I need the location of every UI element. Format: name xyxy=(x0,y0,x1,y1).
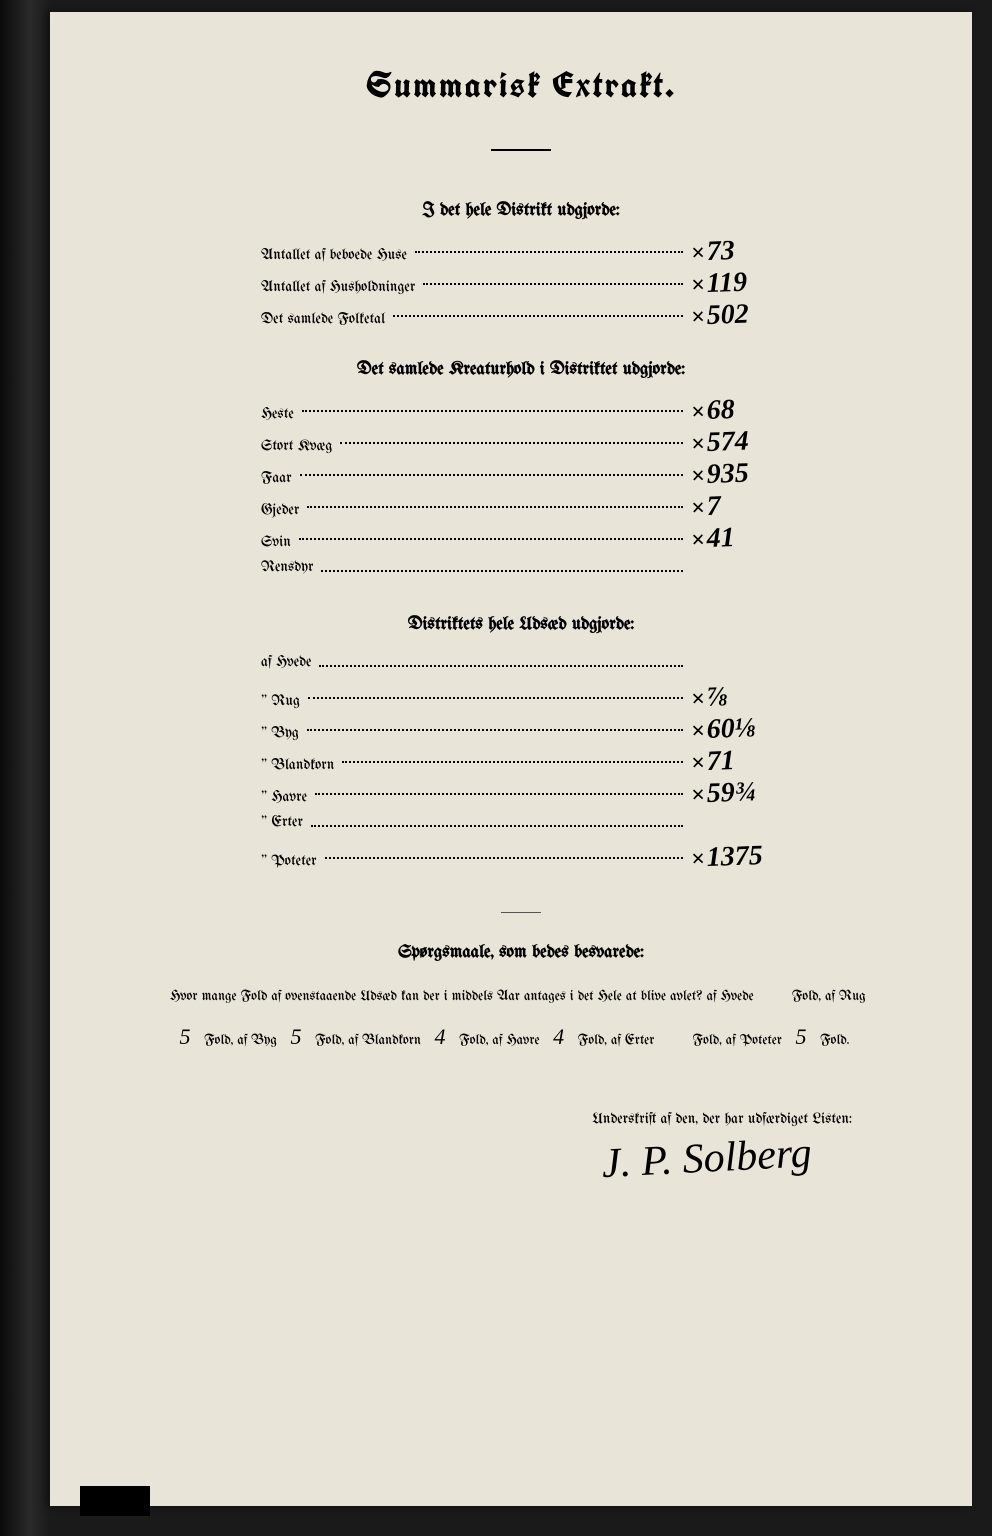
label-sheep: Faar xyxy=(261,470,292,486)
section2-header: Det samlede Kreaturhold i Distriktet udg… xyxy=(130,360,912,379)
row-mixedgrain: " Blandkorn 71 xyxy=(261,750,781,776)
row-sheep: Faar 935 xyxy=(261,463,781,489)
page-title: Summarisk Extrakt. xyxy=(130,62,912,109)
q-fold-byg: Fold, af Byg xyxy=(204,1033,277,1048)
q-fold-blandkorn: Fold, af Blandkorn xyxy=(315,1033,421,1048)
label-goats: Gjeder xyxy=(261,502,299,518)
value-rye: ⅞ xyxy=(691,684,782,710)
leader-dots xyxy=(302,409,683,412)
label-cattle: Stort Kvæg xyxy=(261,438,332,454)
value-reindeer xyxy=(691,569,781,572)
label-pigs: Svin xyxy=(261,534,291,550)
document-page: Summarisk Extrakt. I det hele Distrikt u… xyxy=(50,12,972,1506)
q-val-poteter: 5 xyxy=(786,1013,816,1061)
label-potatoes: " Poteter xyxy=(261,853,317,869)
leader-dots xyxy=(319,664,683,667)
value-goats: 7 xyxy=(691,493,782,519)
leader-dots xyxy=(423,282,683,285)
value-mixedgrain: 71 xyxy=(691,748,782,774)
label-horses: Heste xyxy=(261,406,294,422)
q-fold-end: Fold. xyxy=(820,1033,849,1048)
value-houses: 73 xyxy=(691,238,782,264)
section2-block: Heste 68 Stort Kvæg 574 Faar 935 Gjeder … xyxy=(261,399,781,585)
row-horses: Heste 68 xyxy=(261,399,781,425)
row-oats: " Havre 59¾ xyxy=(261,782,781,808)
leader-dots xyxy=(315,792,683,795)
q-val-rug: 5 xyxy=(170,1013,200,1061)
leader-dots xyxy=(393,314,683,317)
row-peas: " Erter xyxy=(261,814,781,840)
label-households: Antallet af Husholdninger xyxy=(261,279,415,295)
row-goats: Gjeder 7 xyxy=(261,495,781,521)
q-fold1: Fold, xyxy=(792,989,821,1004)
value-cattle: 574 xyxy=(691,429,782,455)
q-fold2: Fold, xyxy=(693,1033,722,1048)
label-mixedgrain: " Blandkorn xyxy=(261,757,334,773)
row-barley: " Byg 60⅛ xyxy=(261,718,781,744)
section1-block: Antallet af beboede Huse 73 Antallet af … xyxy=(261,240,781,330)
q-fold-erter: Fold, af Erter xyxy=(578,1033,655,1048)
row-houses: Antallet af beboede Huse 73 xyxy=(261,240,781,266)
question-paragraph: Hvor mange Fold af ovenstaaende Udsæd ka… xyxy=(170,982,872,1061)
archive-tab xyxy=(80,1486,150,1516)
label-population: Det samlede Folketal xyxy=(261,311,385,327)
value-potatoes: 1375 xyxy=(691,844,782,870)
section3-block: af Hvede " Rug ⅞ " Byg 60⅛ " Blandkorn 7… xyxy=(261,654,781,872)
value-pigs: 41 xyxy=(691,525,782,551)
title-rule xyxy=(491,149,551,151)
row-wheat: af Hvede xyxy=(261,654,781,680)
value-sheep: 935 xyxy=(691,461,782,487)
leader-dots xyxy=(308,696,683,699)
q-val-havre: 4 xyxy=(544,1013,574,1061)
leader-dots xyxy=(300,473,683,476)
value-wheat xyxy=(691,664,781,667)
row-pigs: Svin 41 xyxy=(261,527,781,553)
section1-header: I det hele Distrikt udgjorde: xyxy=(130,201,912,220)
q-val-byg: 5 xyxy=(281,1013,311,1061)
label-houses: Antallet af beboede Huse xyxy=(261,247,407,263)
q-af-poteter: af Poteter xyxy=(726,1033,782,1048)
row-households: Antallet af Husholdninger 119 xyxy=(261,272,781,298)
label-reindeer: Rensdyr xyxy=(261,559,313,575)
value-oats: 59¾ xyxy=(691,780,782,806)
leader-dots xyxy=(342,760,683,763)
q-fold-havre: Fold, af Havre xyxy=(459,1033,539,1048)
value-peas xyxy=(691,824,781,827)
label-rye: " Rug xyxy=(261,693,300,709)
value-barley: 60⅛ xyxy=(691,716,782,742)
section3-header: Distriktets hele Udsæd udgjorde: xyxy=(130,615,912,634)
question-header: Spørgsmaale, som bedes besvarede: xyxy=(130,943,912,962)
q-af-rug: af Rug xyxy=(825,989,866,1004)
q-val-blandkorn: 4 xyxy=(425,1013,455,1061)
row-potatoes: " Poteter 1375 xyxy=(261,846,781,872)
leader-dots xyxy=(311,824,683,827)
label-wheat: af Hvede xyxy=(261,654,311,670)
leader-dots xyxy=(307,505,683,508)
label-peas: " Erter xyxy=(261,814,303,830)
value-population: 502 xyxy=(691,302,782,328)
row-reindeer: Rensdyr xyxy=(261,559,781,585)
leader-dots xyxy=(415,250,683,253)
label-barley: " Byg xyxy=(261,725,299,741)
leader-dots xyxy=(340,441,683,444)
leader-dots xyxy=(299,537,683,540)
signature-label: Underskrift af den, der har udfærdiget L… xyxy=(130,1111,852,1127)
row-rye: " Rug ⅞ xyxy=(261,686,781,712)
value-horses: 68 xyxy=(691,397,782,423)
section-rule xyxy=(501,912,541,913)
label-oats: " Havre xyxy=(261,789,307,805)
book-binding xyxy=(0,0,50,1536)
leader-dots xyxy=(307,728,683,731)
value-households: 119 xyxy=(691,270,782,296)
row-cattle: Stort Kvæg 574 xyxy=(261,431,781,457)
leader-dots xyxy=(321,569,683,572)
leader-dots xyxy=(325,856,683,859)
row-population: Det samlede Folketal 502 xyxy=(261,304,781,330)
q-intro: Hvor mange Fold af ovenstaaende Udsæd ka… xyxy=(170,989,754,1004)
signature-name: J. P. Solberg xyxy=(129,1129,813,1213)
